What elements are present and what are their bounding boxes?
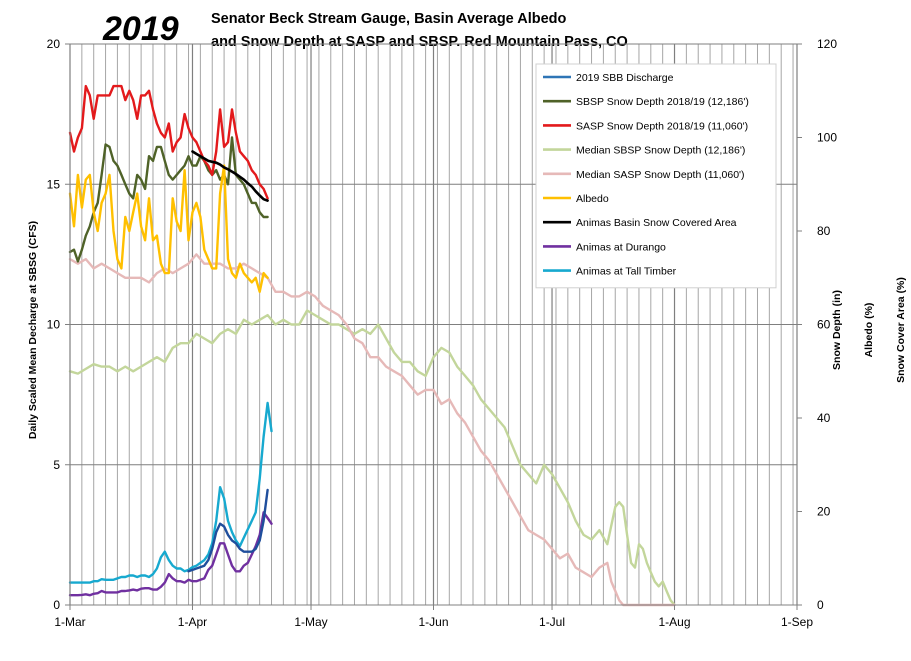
y-left-tick-label: 10 — [47, 318, 61, 332]
legend-label: Animas at Durango — [576, 241, 666, 253]
series-line — [68, 511, 273, 597]
y-axis-right-label-albedo: Albedo (%) — [863, 303, 875, 358]
y-right-tick-label: 0 — [817, 598, 824, 612]
chart-legend: 2019 SBB Discharge SBSP Snow Depth 2018/1… — [535, 63, 777, 289]
chart-year: 2019 — [102, 10, 179, 48]
legend-label: Animas at Tall Timber — [576, 266, 677, 278]
y-left-tick-label: 5 — [53, 458, 60, 472]
y-right-tick-label: 100 — [817, 131, 837, 145]
legend-box — [535, 63, 777, 289]
x-tick-label: 1-Apr — [178, 615, 207, 629]
legend-label: Albedo — [576, 193, 609, 205]
series-line — [191, 150, 269, 202]
x-tick-label: 1-Jul — [539, 615, 565, 629]
x-tick-label: 1-Jun — [418, 615, 448, 629]
axes-labels: 0 5 10 15 20 0 20 40 60 80 100 120 1-Mar 1-Apr 1-May 1-… — [47, 37, 838, 629]
legend-label: Median SBSP Snow Depth (12,186') — [576, 145, 745, 157]
y-left-tick-label: 15 — [47, 177, 61, 191]
series-line — [68, 309, 676, 607]
legend-label: SASP Snow Depth 2018/19 (11,060') — [576, 120, 748, 132]
x-tick-label: 1-May — [294, 615, 327, 629]
chart-title-line1: Senator Beck Stream Gauge, Basin Average… — [211, 11, 567, 27]
series-line — [68, 84, 269, 200]
chart-title-line2: and Snow Depth at SASP and SBSP. Red Mou… — [211, 34, 628, 50]
series-line — [68, 136, 269, 263]
series-line — [68, 253, 676, 607]
y-right-tick-label: 60 — [817, 318, 831, 332]
y-axis-right-label-snow-cover: Snow Cover Area (%) — [895, 277, 907, 383]
y-right-tick-label: 120 — [817, 37, 837, 51]
y-left-tick-label: 0 — [53, 598, 60, 612]
x-tick-label: 1-Sep — [781, 615, 813, 629]
legend-label: SBSP Snow Depth 2018/19 (12,186') — [576, 96, 749, 108]
series-line — [187, 488, 269, 573]
y-right-tick-label: 80 — [817, 224, 831, 238]
plot-series — [68, 84, 676, 607]
y-axis-right-label-snow-depth: Snow Depth (in) — [831, 290, 843, 370]
x-tick-label: 1-Aug — [659, 615, 691, 629]
legend-label: Animas Basin Snow Covered Area — [576, 217, 737, 229]
y-axis-left-label: Daily Scaled Mean Decharge at SBSG (CFS) — [27, 221, 39, 439]
series-line — [68, 164, 269, 293]
legend-label: 2019 SBB Discharge — [576, 72, 674, 84]
y-right-tick-label: 20 — [817, 505, 831, 519]
y-left-tick-label: 20 — [47, 37, 61, 51]
legend-label: Median SASP Snow Depth (11,060') — [576, 169, 745, 181]
x-tick-label: 1-Mar — [54, 615, 85, 629]
y-right-tick-label: 40 — [817, 411, 831, 425]
series-line — [68, 401, 273, 584]
